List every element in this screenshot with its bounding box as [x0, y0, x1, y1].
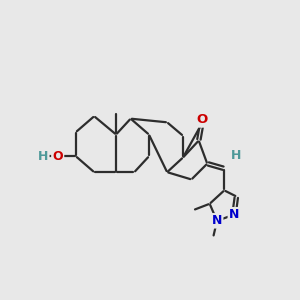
Text: H: H	[231, 148, 242, 162]
Text: N: N	[229, 208, 239, 221]
Text: O: O	[52, 150, 63, 163]
Text: O: O	[197, 113, 208, 126]
Text: N: N	[212, 214, 222, 227]
Text: H: H	[38, 150, 48, 163]
